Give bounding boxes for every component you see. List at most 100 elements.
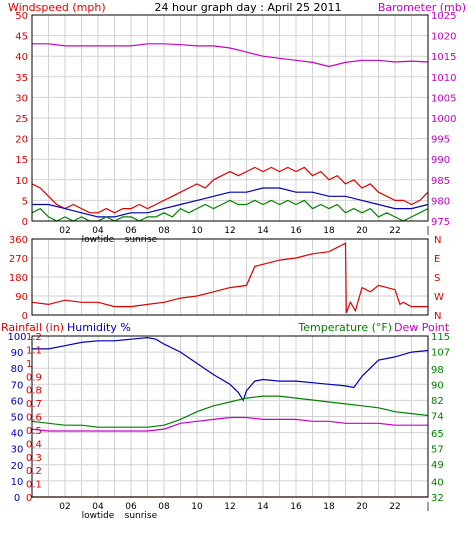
humidity-axis-label: Humidity % — [67, 321, 131, 334]
temperature-tick-82: 82 — [431, 396, 444, 407]
humidity-tick-0: 0 — [14, 493, 20, 504]
windspeed-tick-50: 50 — [15, 11, 28, 22]
rainfall-tick-0.6: 0.6 — [26, 413, 42, 424]
wind-average-line — [32, 187, 429, 218]
temperature-tick-49: 49 — [431, 460, 444, 471]
barometer-tick-985: 985 — [431, 176, 450, 187]
rainfall-tick-1.2: 1.2 — [26, 332, 42, 343]
humidity-tick-10: 10 — [11, 477, 24, 488]
barometer-tick-1020: 1020 — [431, 32, 456, 43]
windspeed-tick-15: 15 — [15, 155, 28, 166]
wind-gust-line — [31, 166, 429, 214]
windspeed-tick-20: 20 — [15, 135, 28, 146]
x-tick-label-0-04: 04 — [92, 226, 104, 236]
x-tick-label-0-14: 14 — [257, 226, 269, 236]
humidity-tick-20: 20 — [11, 461, 24, 472]
marker-sunrise-1: sunrise — [125, 235, 158, 245]
chart-title: 24 hour graph day : April 25 2011 — [155, 1, 342, 14]
x-tick-label-0-22: 22 — [389, 226, 400, 236]
temperature-line — [31, 395, 429, 428]
rainfall-tick-1.1: 1.1 — [26, 345, 42, 356]
barometer-tick-1005: 1005 — [431, 93, 456, 104]
barometer-tick-1000: 1000 — [431, 114, 456, 125]
dewpoint-line — [31, 416, 428, 432]
windspeed-axis-label: Windspeed (mph) — [8, 1, 106, 14]
x-tick-label-2-04: 04 — [92, 502, 104, 512]
humidity-tick-100: 100 — [7, 332, 26, 343]
x-tick-label-0-02: 02 — [59, 226, 70, 236]
plot-frame-2 — [31, 335, 429, 498]
rainfall-tick-0.5: 0.5 — [26, 426, 42, 437]
temperature-tick-40: 40 — [431, 477, 444, 488]
barometer-tick-975: 975 — [431, 217, 450, 228]
windspeed-tick-25: 25 — [15, 114, 28, 125]
humidity-tick-80: 80 — [11, 364, 24, 375]
rainfall-tick-0.1: 0.1 — [26, 480, 42, 491]
barometer-tick-980: 980 — [431, 196, 450, 207]
x-tick-label-0-12: 12 — [224, 226, 235, 236]
direction-tick-270: 270 — [9, 254, 28, 265]
temperature-tick-115: 115 — [431, 332, 450, 343]
x-tick-label-0-20: 20 — [356, 226, 368, 236]
humidity-tick-30: 30 — [11, 445, 24, 456]
x-tick-label-2-16: 16 — [290, 502, 302, 512]
rainfall-axis-label: Rainfall (in) — [1, 321, 64, 334]
direction-tick-180: 180 — [9, 273, 28, 284]
x-tick-label-2-20: 20 — [356, 502, 368, 512]
x-tick-label-2-14: 14 — [257, 502, 269, 512]
x-tick-label-2-06: 06 — [125, 502, 137, 512]
x-tick-label-0-18: 18 — [323, 226, 335, 236]
windspeed-tick-35: 35 — [15, 73, 28, 84]
windspeed-tick-40: 40 — [15, 52, 28, 63]
rainfall-tick-0: 0 — [26, 493, 32, 504]
dewpoint-axis-label: Dew Point — [394, 321, 450, 334]
rainfall-tick-0.3: 0.3 — [26, 453, 42, 464]
temperature-tick-65: 65 — [431, 429, 444, 440]
windspeed-tick-30: 30 — [15, 93, 28, 104]
plot-layer: 0510152025303540455097598098599099510001… — [7, 11, 456, 521]
temperature-tick-90: 90 — [431, 380, 444, 391]
temperature-tick-32: 32 — [431, 493, 444, 504]
marker-sunrise-2: sunrise — [125, 511, 158, 521]
compass-tick-4: N — [434, 235, 441, 246]
barometer-tick-1010: 1010 — [431, 73, 456, 84]
barometer-tick-1015: 1015 — [431, 52, 456, 63]
marker-lowtide-2: lowtide — [82, 511, 115, 521]
x-tick-label-0-16: 16 — [290, 226, 302, 236]
x-tick-label-2-08: 08 — [158, 502, 170, 512]
x-tick-label-0-06: 06 — [125, 226, 137, 236]
temperature-tick-107: 107 — [431, 348, 450, 359]
x-tick-label-2-18: 18 — [323, 502, 335, 512]
rainfall-tick-0.4: 0.4 — [26, 439, 42, 450]
barometer-tick-1025: 1025 — [431, 11, 456, 22]
x-tick-label-2-12: 12 — [224, 502, 235, 512]
windspeed-tick-5: 5 — [22, 196, 28, 207]
humidity-tick-60: 60 — [11, 396, 24, 407]
direction-tick-90: 90 — [15, 292, 28, 303]
barometer-tick-990: 990 — [431, 155, 450, 166]
temperature-tick-98: 98 — [431, 365, 444, 376]
x-tick-mark-end-0: | — [426, 226, 429, 236]
rainfall-tick-0.8: 0.8 — [26, 386, 42, 397]
x-tick-label-0-10: 10 — [191, 226, 203, 236]
compass-tick-0: N — [434, 311, 441, 322]
rainfall-tick-0.2: 0.2 — [26, 466, 42, 477]
rainfall-tick-1: 1 — [26, 359, 32, 370]
x-tick-label-0-08: 08 — [158, 226, 170, 236]
windspeed-tick-45: 45 — [15, 32, 28, 43]
windspeed-tick-0: 0 — [22, 217, 28, 228]
x-tick-label-2-22: 22 — [389, 502, 400, 512]
rainfall-tick-0.7: 0.7 — [26, 399, 42, 410]
temperature-tick-74: 74 — [431, 412, 444, 423]
humidity-tick-50: 50 — [11, 413, 24, 424]
humidity-tick-70: 70 — [11, 380, 24, 391]
plot-frame-0 — [31, 14, 429, 222]
wind-direction-line — [31, 242, 428, 314]
barometer-axis-label: Barometer (mb) — [378, 1, 466, 14]
x-tick-mark-end-2: | — [426, 502, 429, 512]
temperature-axis-label: Temperature (°F) — [297, 321, 392, 334]
plot-frame-1 — [31, 238, 429, 316]
direction-tick-0: 0 — [22, 311, 28, 322]
